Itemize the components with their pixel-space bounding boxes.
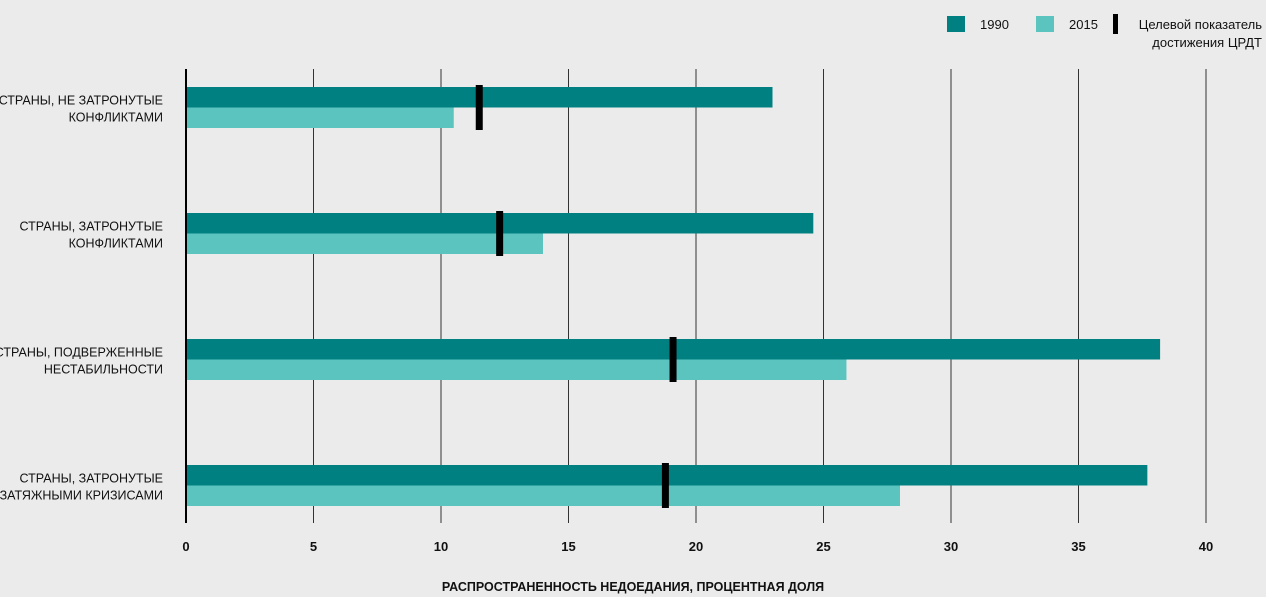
bar-2015-2 bbox=[186, 359, 847, 380]
target-marker-2 bbox=[669, 337, 677, 382]
target-marker-3 bbox=[661, 463, 669, 508]
x-tick-label: 0 bbox=[182, 539, 189, 554]
x-tick-label: 25 bbox=[816, 539, 830, 554]
legend-label-target: Целевой показатель достижения ЦРДТ bbox=[1139, 17, 1263, 50]
x-tick-label: 40 bbox=[1199, 539, 1213, 554]
category-labels: СТРАНЫ, НЕ ЗАТРОНУТЫЕ КОНФЛИКТАМИ СТРАНЫ, … bbox=[0, 94, 163, 503]
bars bbox=[186, 87, 1161, 506]
x-tick-label: 30 bbox=[944, 539, 958, 554]
x-tick-label: 15 bbox=[561, 539, 575, 554]
x-tick-label: 35 bbox=[1071, 539, 1085, 554]
x-tick-label: 10 bbox=[434, 539, 448, 554]
target-markers bbox=[475, 85, 677, 508]
category-label: СТРАНЫ, ПОДВЕРЖЕННЫЕ НЕСТАБИЛЬНОСТИ bbox=[0, 346, 163, 377]
target-marker-1 bbox=[496, 211, 504, 256]
bar-2015-3 bbox=[186, 485, 900, 506]
legend-label-2015: 2015 bbox=[1069, 17, 1098, 32]
x-axis-title: РАСПРОСТРАНЕННОСТЬ НЕДОЕДАНИЯ, ПРОЦЕНТНА… bbox=[442, 580, 824, 594]
legend: 1990 2015 Целевой показатель достижения ЦРД… bbox=[947, 14, 1262, 50]
category-label: СТРАНЫ, ЗАТРОНУТЫЕ КОНФЛИКТАМИ bbox=[20, 220, 163, 251]
x-tick-label: 5 bbox=[310, 539, 317, 554]
bar-2015-0 bbox=[186, 107, 454, 128]
legend-swatch-1990 bbox=[947, 16, 965, 32]
legend-swatch-target bbox=[1113, 14, 1118, 34]
legend-label-1990: 1990 bbox=[980, 17, 1009, 32]
x-axis-ticks: 0 5 10 15 20 25 30 35 40 bbox=[182, 539, 1213, 554]
category-label: СТРАНЫ, НЕ ЗАТРОНУТЫЕ КОНФЛИКТАМИ bbox=[0, 94, 163, 125]
legend-swatch-2015 bbox=[1036, 16, 1054, 32]
x-tick-label: 20 bbox=[689, 539, 703, 554]
bar-2015-1 bbox=[186, 233, 543, 254]
target-marker-0 bbox=[475, 85, 483, 130]
category-label: СТРАНЫ, ЗАТРОНУТЫЕ ЗАТЯЖНЫМИ КРИЗИСАМИ bbox=[0, 472, 163, 503]
grid bbox=[313, 69, 1207, 523]
